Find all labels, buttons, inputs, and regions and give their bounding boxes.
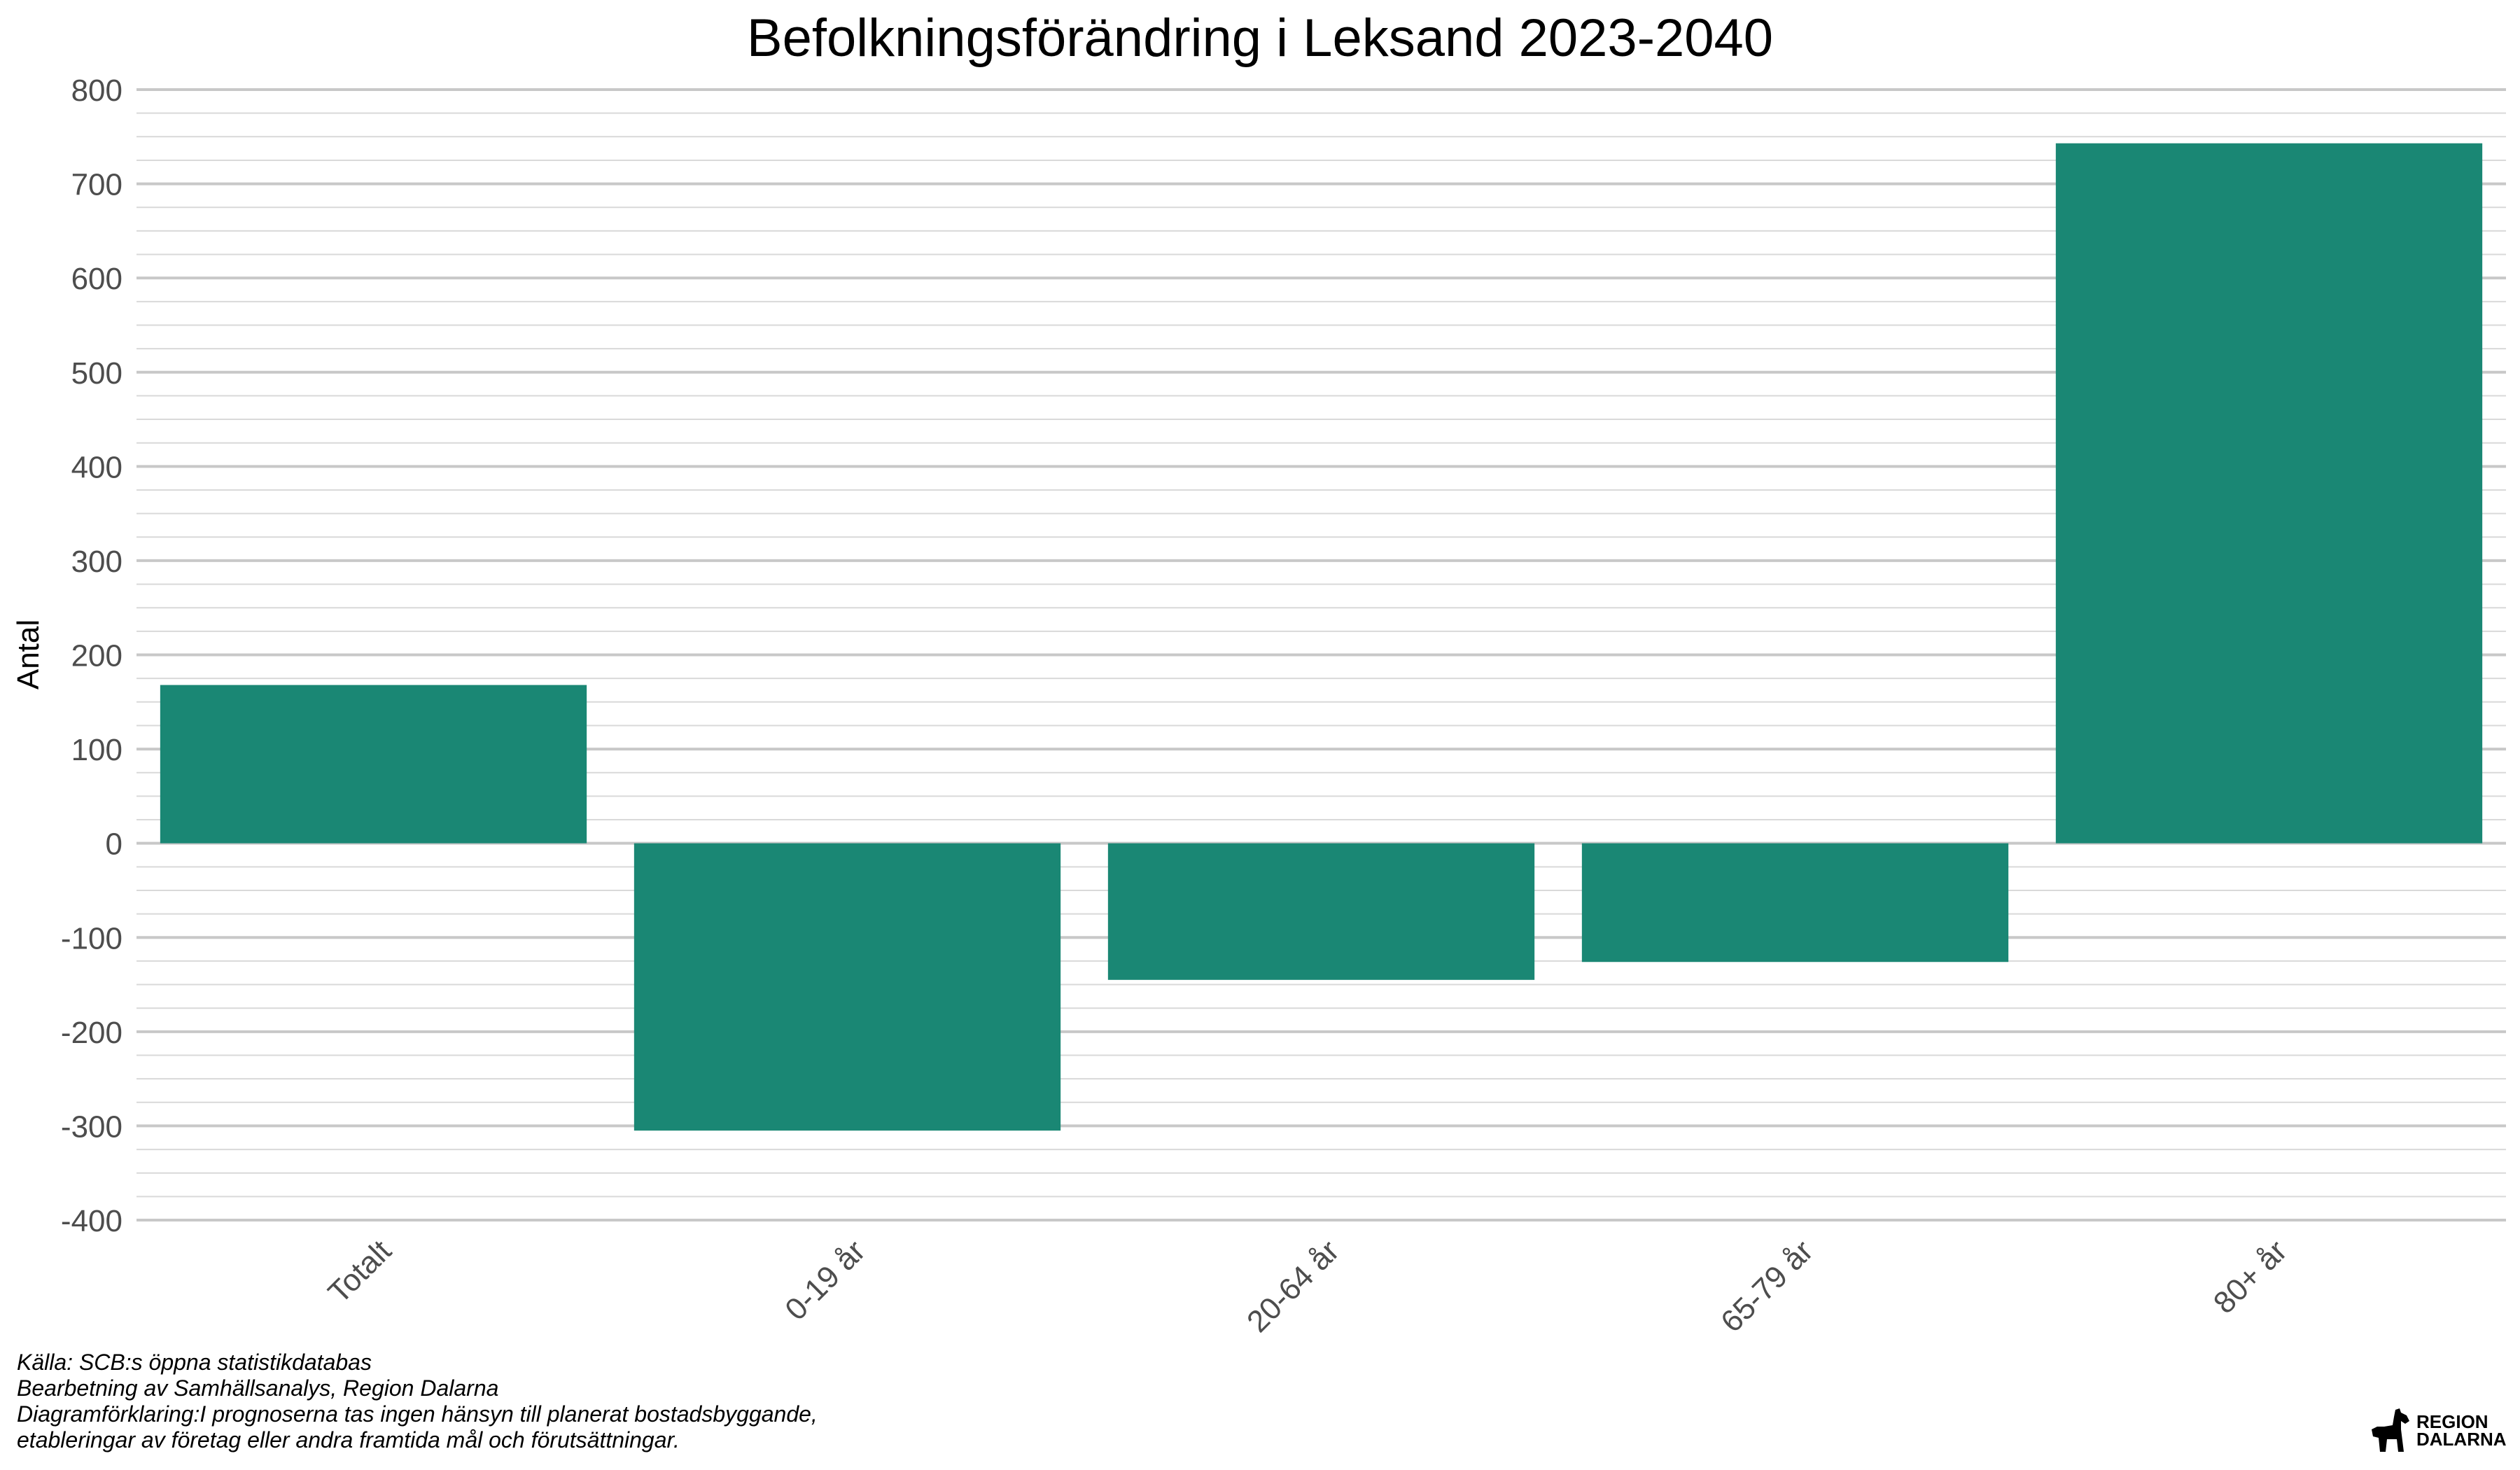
caption: Källa: SCB:s öppna statistikdatabas Bear… [17,1350,818,1453]
y-axis-ticks: 800 700 600 500 400 300 200 100 0 -100 -200 -300 -40… [61,74,122,1238]
bar [634,843,1061,1131]
x-tick-label: 80+ år [2207,1233,2294,1320]
x-tick-label: 65-79 år [1714,1233,1820,1339]
x-axis-ticks: Totalt 0-19 år 20-64 år 65-79 år 80+ år [322,1233,2294,1339]
caption-source: Källa: SCB:s öppna statistikdatabas [17,1350,372,1375]
region-dalarna-logo: REGION DALARNA [2369,1408,2507,1453]
caption-note-line-2: etableringar av företag eller andra fram… [17,1427,680,1452]
bars [160,143,2483,1131]
chart-title: Befolkningsförändring i Leksand 2023-204… [747,8,1773,68]
x-tick-label: Totalt [322,1233,398,1310]
y-tick-label: 0 [106,827,122,862]
y-tick-label: -200 [61,1016,122,1050]
y-tick-label: 400 [71,450,122,484]
chart: Befolkningsförändring i Leksand 2023-204… [11,8,2506,1339]
bar [160,685,587,844]
y-tick-label: 800 [71,74,122,108]
caption-processing: Bearbetning av Samhällsanalys, Region Da… [17,1376,499,1401]
y-tick-label: -300 [61,1110,122,1144]
y-tick-label: 700 [71,168,122,202]
y-tick-label: 500 [71,356,122,391]
bar [1581,843,2009,962]
dala-horse-icon [2372,1408,2409,1452]
bar [2055,143,2483,844]
y-tick-label: 100 [71,733,122,767]
caption-note-line-1: Diagramförklaring:I prognoserna tas inge… [17,1401,818,1427]
logo-text: REGION DALARNA [2416,1413,2507,1448]
logo-line-region: REGION [2416,1411,2488,1432]
logo-line-dalarna: DALARNA [2416,1429,2507,1450]
y-tick-label: 300 [71,545,122,579]
x-tick-label: 0-19 år [778,1233,872,1326]
x-tick-label: 20-64 år [1240,1233,1346,1339]
y-tick-label: -100 [61,921,122,955]
y-tick-label: 200 [71,639,122,673]
y-tick-label: -400 [61,1204,122,1238]
y-axis-title: Antal [11,620,46,690]
y-tick-label: 600 [71,262,122,296]
bar [1107,843,1535,980]
